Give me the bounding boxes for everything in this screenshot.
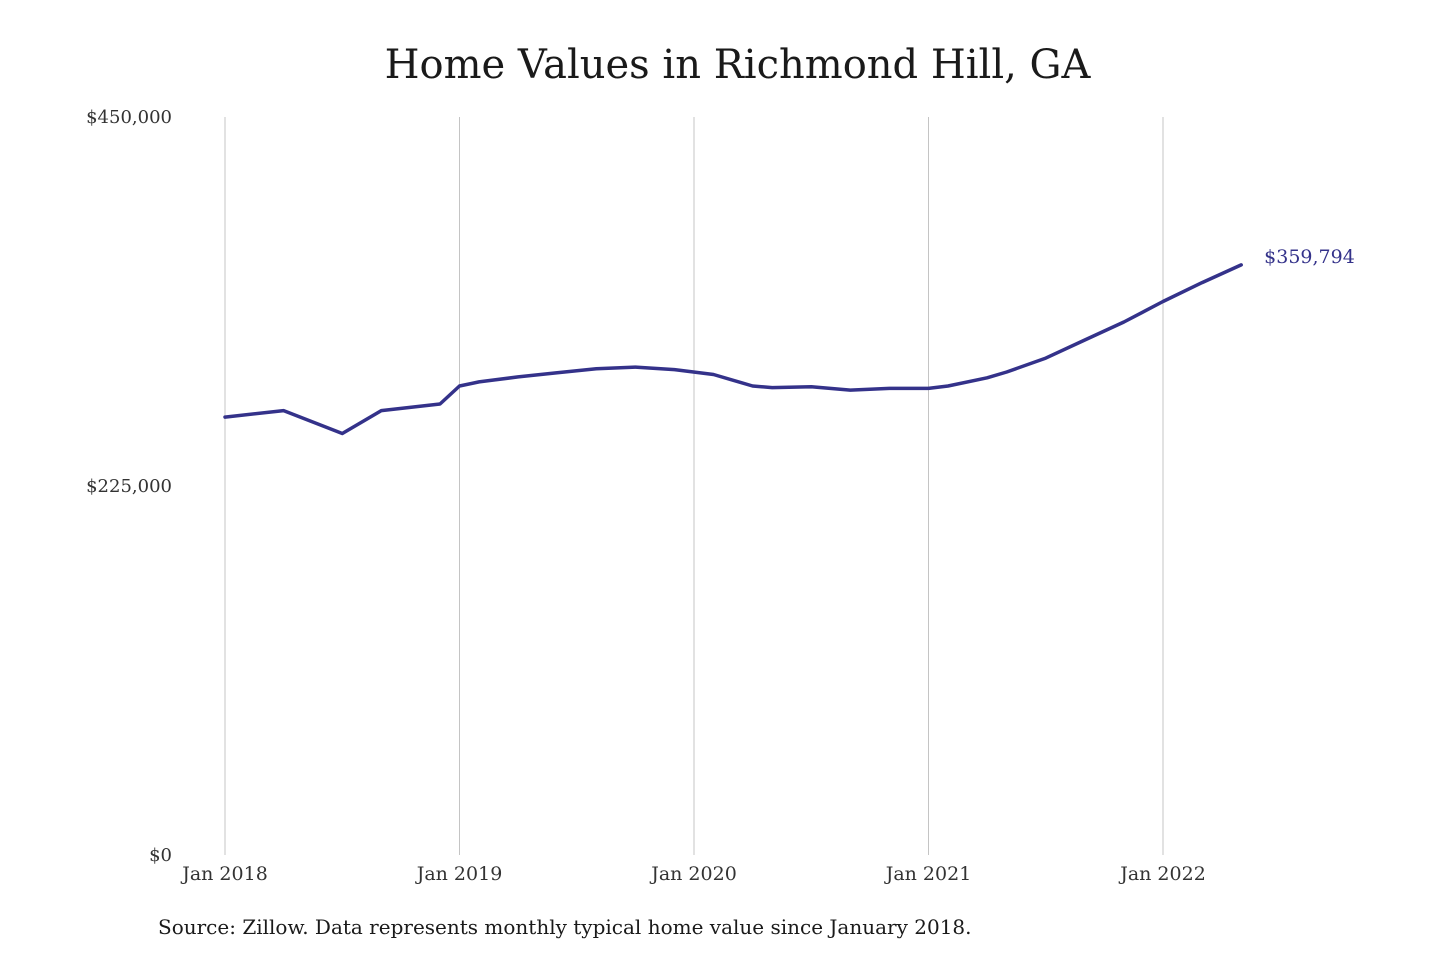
x-tick-label: Jan 2022: [1118, 863, 1206, 885]
y-tick-label: $450,000: [86, 107, 172, 128]
chart-title: Home Values in Richmond Hill, GA: [384, 42, 1091, 88]
series-layer: [223, 263, 1243, 436]
x-axis: Jan 2018 Jan 2019 Jan 2020 Jan 2021 Jan 2022: [180, 863, 1206, 885]
label-layer: $359,794: [1264, 246, 1355, 268]
x-tick-label: Jan 2020: [649, 863, 737, 885]
y-axis: $0 $225,000 $450,000: [86, 107, 172, 866]
series-line: [223, 263, 1243, 436]
y-tick-label: $0: [149, 845, 172, 866]
x-tick-label: Jan 2021: [884, 863, 972, 885]
x-tick-label: Jan 2019: [415, 863, 503, 885]
x-tick-label: Jan 2018: [180, 863, 268, 885]
y-tick-label: $225,000: [86, 476, 172, 497]
end-value-label: $359,794: [1264, 246, 1355, 268]
grid-lines: [224, 117, 1164, 855]
source-note: Source: Zillow. Data represents monthly …: [158, 915, 972, 939]
